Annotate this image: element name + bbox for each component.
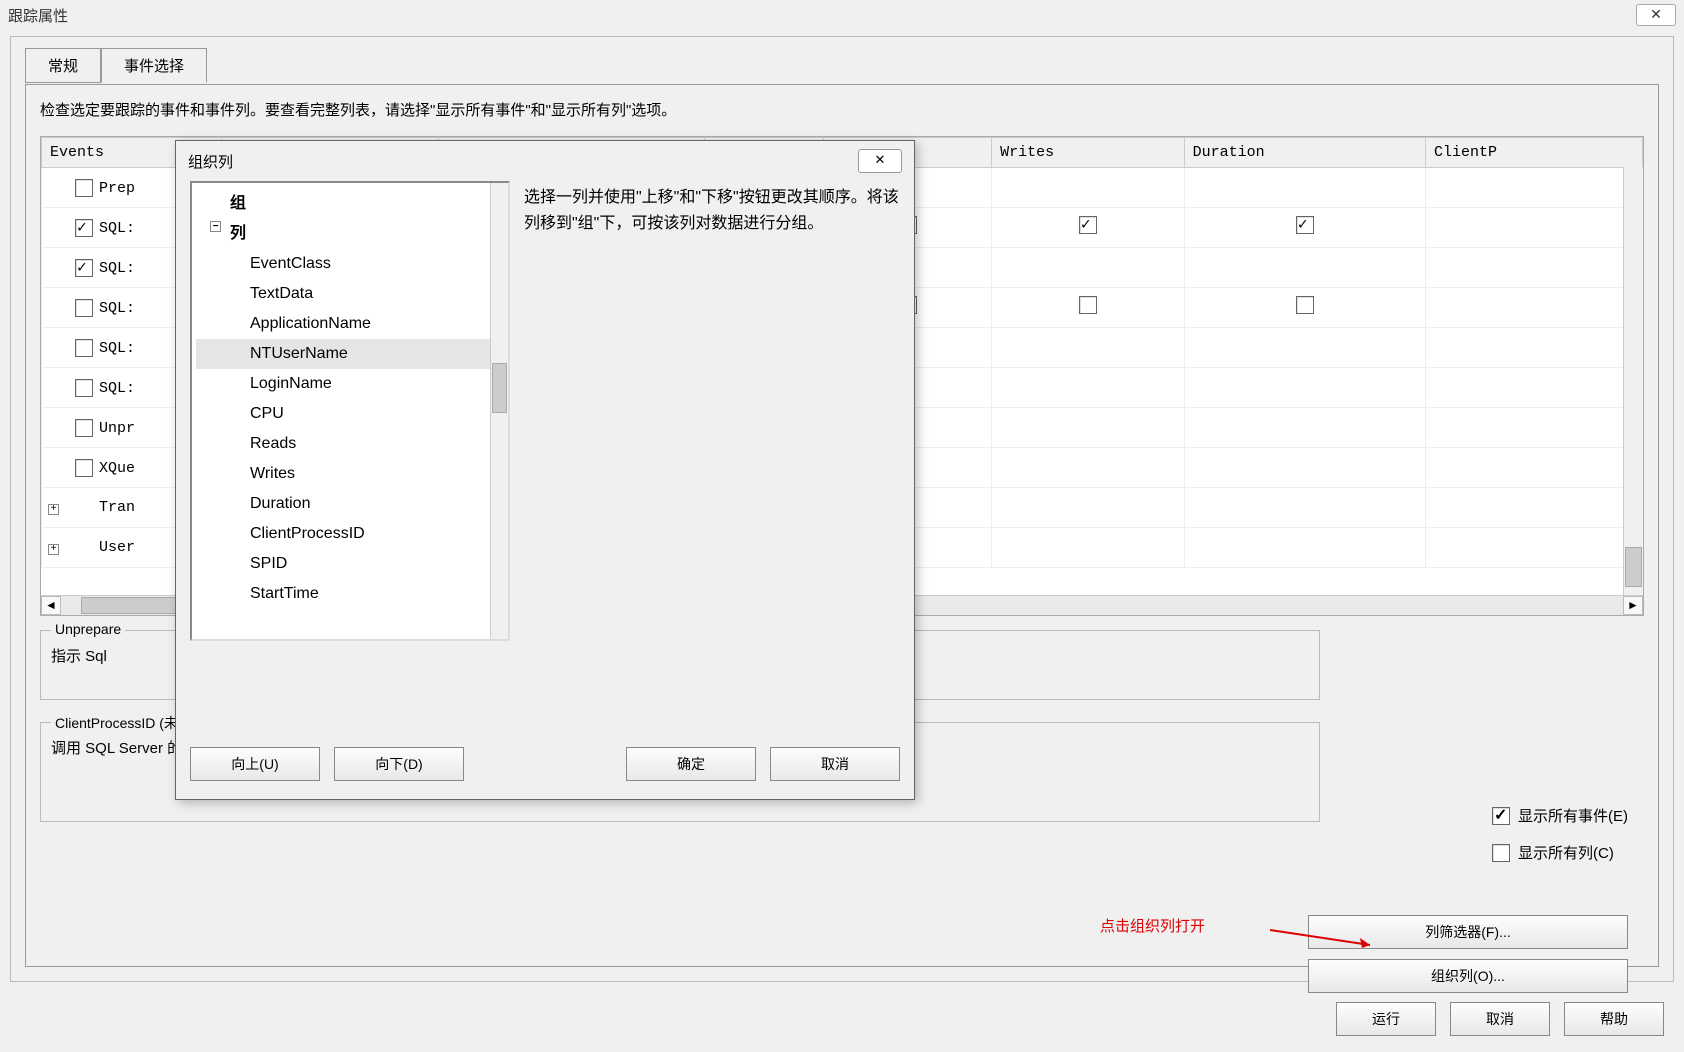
trace-properties-window: 跟踪属性 ✕ 常规 事件选择 检查选定要跟踪的事件和事件列。要查看完整列表，请选… <box>0 0 1684 1052</box>
column-header[interactable]: Writes <box>992 138 1185 168</box>
cell-checkbox[interactable] <box>1296 296 1314 314</box>
tree-column-item[interactable]: SPID <box>196 549 504 579</box>
dialog-buttons-row: 向上(U) 向下(D) 确定 取消 <box>190 747 900 781</box>
run-button[interactable]: 运行 <box>1336 1002 1436 1036</box>
event-label: SQL: <box>99 219 135 236</box>
dialog-description: 选择一列并使用"上移"和"下移"按钮更改其顺序。将该列移到"组"下，可按该列对数… <box>524 181 900 711</box>
tree-column-item[interactable]: Reads <box>196 429 504 459</box>
move-down-button[interactable]: 向下(D) <box>334 747 464 781</box>
tree-group-node[interactable]: 组 <box>196 189 504 219</box>
hscroll-right-arrow[interactable]: ► <box>1623 596 1643 615</box>
expand-icon[interactable]: + <box>48 504 59 515</box>
expand-icon[interactable]: + <box>48 544 59 555</box>
organize-columns-button[interactable]: 组织列(O)... <box>1308 959 1628 993</box>
cell-checkbox[interactable] <box>1296 216 1314 234</box>
event-label: SQL: <box>99 339 135 356</box>
event-label: Tran <box>99 499 135 516</box>
event-label: SQL: <box>99 299 135 316</box>
event-description-legend: Unprepare <box>51 621 125 637</box>
instruction-text: 检查选定要跟踪的事件和事件列。要查看完整列表，请选择"显示所有事件"和"显示所有… <box>40 99 1644 120</box>
event-checkbox[interactable] <box>75 419 93 437</box>
collapse-icon[interactable]: − <box>210 221 221 232</box>
tree-column-item[interactable]: EventClass <box>196 249 504 279</box>
columns-tree[interactable]: 组−列EventClassTextDataApplicationNameNTUs… <box>190 181 510 641</box>
column-header[interactable]: Duration <box>1184 138 1425 168</box>
event-label: Unpr <box>99 419 135 436</box>
event-checkbox[interactable] <box>75 339 93 357</box>
tree-column-item[interactable]: TextData <box>196 279 504 309</box>
tree-column-item[interactable]: Writes <box>196 459 504 489</box>
event-label: SQL: <box>99 259 135 276</box>
show-all-events-label: 显示所有事件(E) <box>1518 805 1628 826</box>
annotation-arrow <box>1270 920 1390 950</box>
event-label: SQL: <box>99 379 135 396</box>
event-label: User <box>99 539 135 556</box>
tab-general[interactable]: 常规 <box>25 48 101 83</box>
event-label: XQue <box>99 459 135 476</box>
tab-strip: 常规 事件选择 <box>25 36 207 71</box>
show-all-columns-label: 显示所有列(C) <box>1518 842 1614 863</box>
vscroll-thumb[interactable] <box>1625 547 1642 587</box>
dialog-body: 组−列EventClassTextDataApplicationNameNTUs… <box>176 181 914 711</box>
tree-column-item[interactable]: ApplicationName <box>196 309 504 339</box>
event-checkbox[interactable] <box>75 299 93 317</box>
event-checkbox[interactable] <box>75 219 93 237</box>
event-label: Prep <box>99 179 135 196</box>
column-header[interactable]: ClientP <box>1426 138 1643 168</box>
tree-column-item[interactable]: CPU <box>196 399 504 429</box>
move-up-button[interactable]: 向上(U) <box>190 747 320 781</box>
event-checkbox[interactable] <box>75 179 93 197</box>
show-all-events-option[interactable]: 显示所有事件(E) <box>1492 805 1628 826</box>
close-icon: ✕ <box>875 152 886 167</box>
close-icon: ✕ <box>1650 6 1662 22</box>
cancel-button[interactable]: 取消 <box>1450 1002 1550 1036</box>
show-all-columns-option[interactable]: 显示所有列(C) <box>1492 842 1628 863</box>
dialog-buttons: 运行 取消 帮助 <box>1336 1002 1664 1036</box>
dialog-cancel-button[interactable]: 取消 <box>770 747 900 781</box>
cell-checkbox[interactable] <box>1079 296 1097 314</box>
tree-column-item[interactable]: Duration <box>196 489 504 519</box>
annotation-text: 点击组织列打开 <box>1100 915 1205 936</box>
event-checkbox[interactable] <box>75 459 93 477</box>
window-title: 跟踪属性 <box>8 5 68 26</box>
organize-columns-dialog: 组织列 ✕ 组−列EventClassTextDataApplicationNa… <box>175 140 915 800</box>
hscroll-left-arrow[interactable]: ◄ <box>41 596 61 615</box>
tree-column-item[interactable]: StartTime <box>196 579 504 609</box>
event-checkbox[interactable] <box>75 259 93 277</box>
tree-columns-node[interactable]: −列 <box>196 219 504 249</box>
cell-checkbox[interactable] <box>1079 216 1097 234</box>
title-bar: 跟踪属性 ✕ <box>0 0 1684 30</box>
tree-column-item[interactable]: ClientProcessID <box>196 519 504 549</box>
tab-events[interactable]: 事件选择 <box>101 48 207 83</box>
dialog-close-button[interactable]: ✕ <box>858 149 902 173</box>
dialog-title-bar: 组织列 ✕ <box>176 141 914 181</box>
display-options: 显示所有事件(E) 显示所有列(C) <box>1492 805 1628 879</box>
event-checkbox[interactable] <box>75 379 93 397</box>
help-button[interactable]: 帮助 <box>1564 1002 1664 1036</box>
dialog-title: 组织列 <box>188 151 233 172</box>
window-close-button[interactable]: ✕ <box>1636 4 1676 26</box>
show-all-events-checkbox[interactable] <box>1492 807 1510 825</box>
ok-button[interactable]: 确定 <box>626 747 756 781</box>
tree-column-item[interactable]: NTUserName <box>196 339 504 369</box>
tree-vscroll[interactable] <box>490 183 508 639</box>
tree-vscroll-thumb[interactable] <box>492 363 507 413</box>
tree-column-item[interactable]: LoginName <box>196 369 504 399</box>
grid-vscroll[interactable] <box>1623 167 1643 595</box>
show-all-columns-checkbox[interactable] <box>1492 844 1510 862</box>
